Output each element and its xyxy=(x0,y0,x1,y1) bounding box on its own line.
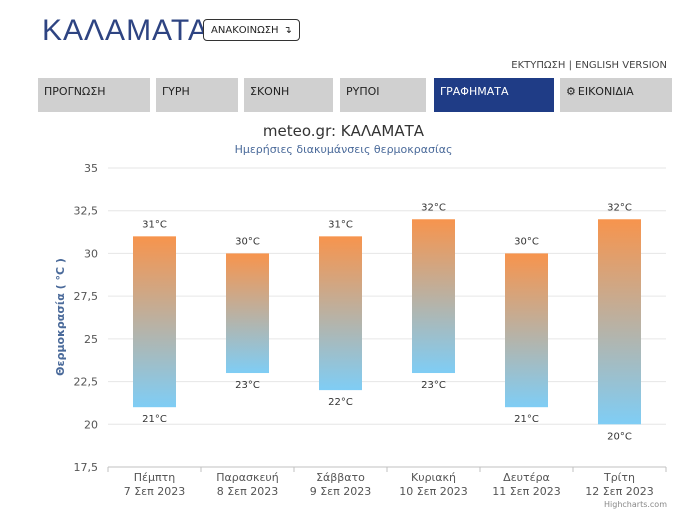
max-temp-label: 31°C xyxy=(142,219,167,230)
temperature-bar xyxy=(505,253,548,408)
tab-label: ΡΥΠΟΙ xyxy=(346,85,380,98)
tab-label: ΠΡΟΓΝΩΣΗ xyxy=(44,85,106,98)
chart-subtitle: Ημερήσιες διακυμάνσεις θερμοκρασίας xyxy=(234,143,453,156)
y-tick-label: 22,5 xyxy=(74,376,99,389)
tab-label: ΕΙΚΟΝΙΔΙΑ xyxy=(577,85,634,98)
announcement-button[interactable]: ΑΝΑΚΟΙΝΩΣΗ ↴ xyxy=(203,19,300,41)
y-tick-label: 35 xyxy=(84,162,98,175)
x-tick-date: 7 Σεπ 2023 xyxy=(124,485,186,498)
temperature-bar xyxy=(133,236,176,408)
min-temp-label: 21°C xyxy=(514,414,539,425)
x-tick-date: 8 Σεπ 2023 xyxy=(217,485,279,498)
english-version-link[interactable]: ENGLISH VERSION xyxy=(575,60,667,71)
print-link[interactable]: ΕΚΤΥΠΩΣΗ xyxy=(511,60,566,71)
page-title: ΚΑΛΑΜΑΤΑ xyxy=(42,14,209,47)
tab-dust[interactable]: ΣΚΟΝΗ xyxy=(244,78,333,112)
y-tick-label: 20 xyxy=(84,418,98,431)
tab-label: ΓΡΑΦΗΜΑΤΑ xyxy=(440,85,509,98)
x-tick-date: 11 Σεπ 2023 xyxy=(492,485,561,498)
min-temp-label: 23°C xyxy=(421,380,446,391)
x-tick-day: Παρασκευή xyxy=(216,471,279,484)
x-tick-day: Κυριακή xyxy=(411,471,456,484)
temperature-bar xyxy=(412,219,455,374)
announcement-label: ΑΝΑΚΟΙΝΩΣΗ xyxy=(211,24,279,36)
max-temp-label: 32°C xyxy=(607,202,632,213)
tab-pollen[interactable]: ΓΥΡΗ xyxy=(156,78,238,112)
y-tick-label: 25 xyxy=(84,333,98,346)
highcharts-credits[interactable]: Highcharts.com xyxy=(604,500,667,509)
tab-forecast[interactable]: ΠΡΟΓΝΩΣΗ xyxy=(38,78,150,112)
max-temp-label: 31°C xyxy=(328,219,353,230)
max-temp-label: 32°C xyxy=(421,202,446,213)
link-separator: | xyxy=(568,60,572,71)
y-tick-label: 17,5 xyxy=(74,461,99,474)
tab-icons[interactable]: ⚙ ΕΙΚΟΝΙΔΙΑ xyxy=(560,78,672,112)
tab-label: ΓΥΡΗ xyxy=(162,85,190,98)
min-temp-label: 23°C xyxy=(235,380,260,391)
tab-label: ΣΚΟΝΗ xyxy=(250,85,290,98)
temperature-bar xyxy=(319,236,362,391)
x-tick-day: Σάββατο xyxy=(316,471,365,484)
y-tick-label: 32,5 xyxy=(74,205,99,218)
y-tick-label: 27,5 xyxy=(74,290,99,303)
x-tick-date: 10 Σεπ 2023 xyxy=(399,485,468,498)
x-tick-date: 12 Σεπ 2023 xyxy=(585,485,654,498)
min-temp-label: 22°C xyxy=(328,397,353,408)
gear-icon: ⚙ xyxy=(566,85,576,98)
max-temp-label: 30°C xyxy=(235,236,260,247)
x-tick-day: Δευτέρα xyxy=(503,471,550,484)
x-tick-day: Πέμπτη xyxy=(134,471,175,484)
x-tick-date: 9 Σεπ 2023 xyxy=(310,485,372,498)
tab-pollutants[interactable]: ΡΥΠΟΙ xyxy=(340,78,426,112)
arrow-down-icon: ↴ xyxy=(283,24,292,36)
temperature-bar xyxy=(598,219,641,425)
min-temp-label: 20°C xyxy=(607,431,632,442)
top-links: ΕΚΤΥΠΩΣΗ | ENGLISH VERSION xyxy=(511,60,667,71)
max-temp-label: 30°C xyxy=(514,236,539,247)
y-tick-label: 30 xyxy=(84,247,98,260)
y-axis-label: Θερμοκρασία ( °C ) xyxy=(54,258,67,376)
temperature-bar xyxy=(226,253,269,374)
tab-charts[interactable]: ΓΡΑΦΗΜΑΤΑ xyxy=(434,78,554,112)
x-tick-day: Τρίτη xyxy=(603,471,635,484)
chart-title: meteo.gr: ΚΑΛΑΜΑΤΑ xyxy=(262,122,425,140)
min-temp-label: 21°C xyxy=(142,414,167,425)
